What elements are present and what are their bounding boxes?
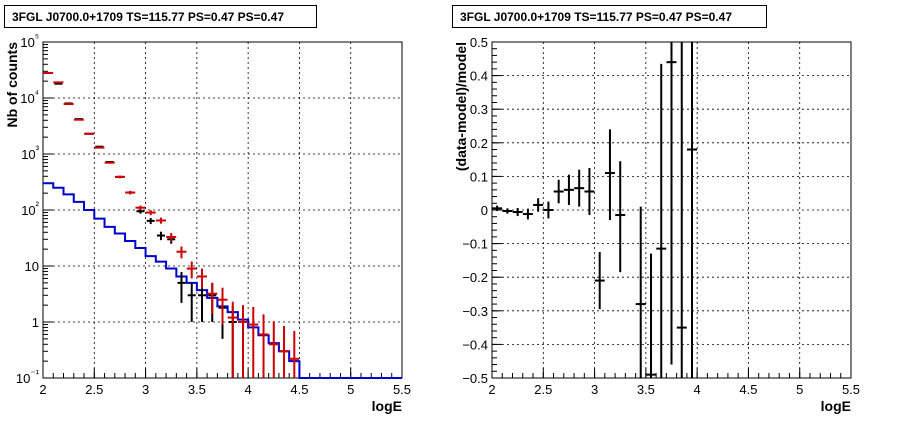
- y-tick-label: −0.5: [462, 371, 488, 386]
- y-tick-label: 10⁴: [20, 89, 39, 106]
- y-tick-label: 0: [481, 203, 488, 218]
- y-tick-label: 10⁵: [20, 33, 39, 50]
- y-tick-label: −0.3: [462, 304, 488, 319]
- x-tick-label: 4.5: [739, 382, 757, 397]
- x-tick-label: 2: [39, 382, 46, 397]
- x-tick-label: 5.5: [393, 382, 411, 397]
- right-plot-title: 3FGL J0700.0+1709 TS=115.77 PS=0.47 PS=0…: [452, 5, 767, 28]
- x-tick-label: 4.5: [290, 382, 308, 397]
- x-tick-label: 3.5: [637, 382, 655, 397]
- x-tick-label: 5: [796, 382, 803, 397]
- x-tick-label: 2.5: [85, 382, 103, 397]
- x-tick-label: 5: [347, 382, 354, 397]
- y-tick-label: 10⁻¹: [16, 369, 40, 386]
- counts-plot: 2 2.5 3 3.5 4 4.5 5 5.5 10⁻¹ 1 10 10² 10³ 10⁴ 10⁵ logE N…: [4, 33, 411, 414]
- y-tick-label: 0.3: [470, 102, 488, 117]
- y-tick-label: 10³: [21, 145, 39, 162]
- x-axis-label: logE: [821, 398, 851, 414]
- y-tick-label: 0.4: [470, 69, 488, 84]
- y-axis-label: (data-model)/model: [453, 42, 469, 171]
- x-tick-label: 3: [142, 382, 149, 397]
- left-plot-title: 3FGL J0700.0+1709 TS=115.77 PS=0.47 PS=0…: [4, 5, 317, 28]
- y-tick-label: 1: [32, 315, 39, 330]
- y-tick-label: −0.1: [462, 237, 488, 252]
- x-tick-label: 4: [245, 382, 252, 397]
- x-tick-label: 3: [591, 382, 598, 397]
- y-tick-label: −0.4: [462, 337, 488, 352]
- y-tick-label: −0.2: [462, 270, 488, 285]
- x-tick-label: 2.5: [534, 382, 552, 397]
- x-tick-label: 2: [488, 382, 495, 397]
- y-tick-label: 10²: [21, 201, 39, 218]
- x-tick-label: 5.5: [842, 382, 860, 397]
- x-tick-label: 4: [694, 382, 701, 397]
- residuals-plot: 2 2.5 3 3.5 4 4.5 5 5.5 −0.5 −0.4 −0.3 −0.2 −0.1 0 0.1…: [453, 35, 860, 414]
- y-tick-label: 0.1: [470, 169, 488, 184]
- y-axis-label: Nb of counts: [4, 42, 20, 128]
- y-tick-label: 0.5: [470, 35, 488, 50]
- y-tick-label: 0.2: [470, 136, 488, 151]
- y-tick-label: 10: [25, 259, 39, 274]
- x-axis-label: logE: [372, 398, 402, 414]
- x-tick-label: 3.5: [188, 382, 206, 397]
